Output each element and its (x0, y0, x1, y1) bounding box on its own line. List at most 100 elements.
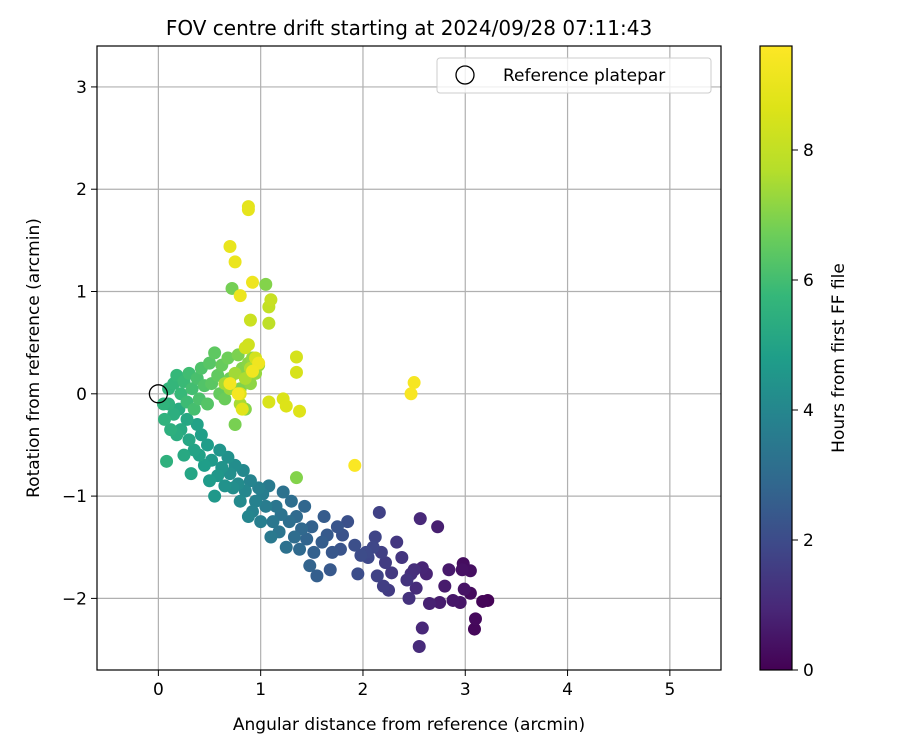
colorbar-ticks: 0 2 4 6 8 (792, 141, 814, 681)
data-point (390, 535, 404, 549)
y-tick-label: 0 (76, 385, 87, 405)
y-axis-ticks: −2 −1 0 1 2 3 (62, 78, 97, 609)
data-point (177, 448, 191, 462)
data-point (233, 494, 247, 508)
chart-title: FOV centre drift starting at 2024/09/28 … (166, 16, 652, 40)
reference-platepar-marker (148, 384, 169, 404)
data-point (402, 591, 416, 605)
data-point (307, 545, 321, 559)
data-point (446, 593, 460, 607)
x-tick-label: 5 (664, 680, 675, 700)
data-point (194, 428, 208, 442)
data-point (476, 594, 490, 608)
x-tick-label: 4 (562, 680, 573, 700)
data-point (404, 387, 418, 401)
data-point (348, 458, 362, 472)
data-point (303, 559, 317, 573)
data-point (293, 404, 307, 418)
data-point (442, 563, 456, 577)
legend: Reference platepar (436, 57, 712, 94)
data-point (325, 545, 339, 559)
data-point (228, 366, 242, 380)
data-point (241, 203, 255, 217)
data-point (276, 485, 290, 499)
data-point (231, 387, 245, 401)
data-point (341, 515, 355, 529)
data-point (249, 494, 263, 508)
data-point (407, 376, 421, 390)
data-point (266, 515, 280, 529)
data-point (185, 382, 199, 396)
data-point (203, 474, 217, 488)
data-point (208, 346, 222, 360)
data-point (200, 397, 214, 411)
data-point (287, 530, 301, 544)
data-point (241, 510, 255, 524)
data-point (431, 520, 445, 534)
data-point (305, 520, 319, 534)
y-tick-label: 1 (76, 283, 87, 303)
data-point (433, 595, 447, 609)
data-point (238, 341, 252, 355)
data-point (262, 316, 276, 330)
data-point (370, 569, 384, 583)
x-tick-label: 2 (358, 680, 369, 700)
data-point (213, 443, 227, 457)
data-point (293, 542, 307, 556)
data-point (200, 438, 214, 452)
data-point (180, 412, 194, 426)
data-point (385, 566, 399, 580)
x-tick-label: 1 (255, 680, 266, 700)
data-point (409, 581, 423, 595)
legend-label-reference-platepar: Reference platepar (503, 66, 665, 86)
data-point (156, 397, 170, 411)
data-point (218, 479, 232, 493)
scatter-points (156, 200, 495, 653)
data-point (289, 365, 303, 379)
data-point (228, 417, 242, 431)
y-tick-label: −2 (62, 589, 87, 609)
data-point (233, 289, 247, 303)
y-axis-label: Rotation from reference (arcmin) (24, 218, 44, 498)
data-point (395, 550, 409, 564)
data-point (467, 622, 481, 636)
data-point (455, 563, 469, 577)
data-point (368, 530, 382, 544)
data-point (259, 499, 273, 513)
data-point (351, 567, 365, 581)
data-point (245, 364, 259, 378)
data-point (457, 582, 471, 596)
data-point (310, 569, 324, 583)
y-tick-label: 2 (76, 180, 87, 200)
data-point (279, 540, 293, 554)
data-point (158, 412, 172, 426)
data-point (235, 402, 249, 416)
plot-frame (96, 45, 722, 671)
data-point (468, 612, 482, 626)
data-point (348, 538, 362, 552)
colorbar (759, 45, 793, 671)
data-point (378, 556, 392, 570)
data-point (262, 395, 276, 409)
x-axis-label: Angular distance from reference (arcmin) (233, 715, 585, 735)
data-point (190, 417, 204, 431)
data-point (264, 530, 278, 544)
data-point (372, 505, 386, 519)
y-tick-label: −1 (62, 487, 87, 507)
colorbar-label: Hours from first FF file (829, 263, 849, 453)
data-point (164, 423, 178, 437)
data-point (354, 548, 368, 562)
data-point (223, 377, 237, 391)
data-point (422, 597, 436, 611)
data-point (315, 535, 329, 549)
data-point (298, 499, 312, 513)
data-point (412, 639, 426, 653)
data-point (187, 443, 201, 457)
data-point (413, 512, 427, 526)
data-point (243, 313, 257, 327)
data-point (323, 563, 337, 577)
y-tick-label: 3 (76, 78, 87, 98)
data-point (259, 277, 273, 291)
data-point (221, 351, 235, 365)
